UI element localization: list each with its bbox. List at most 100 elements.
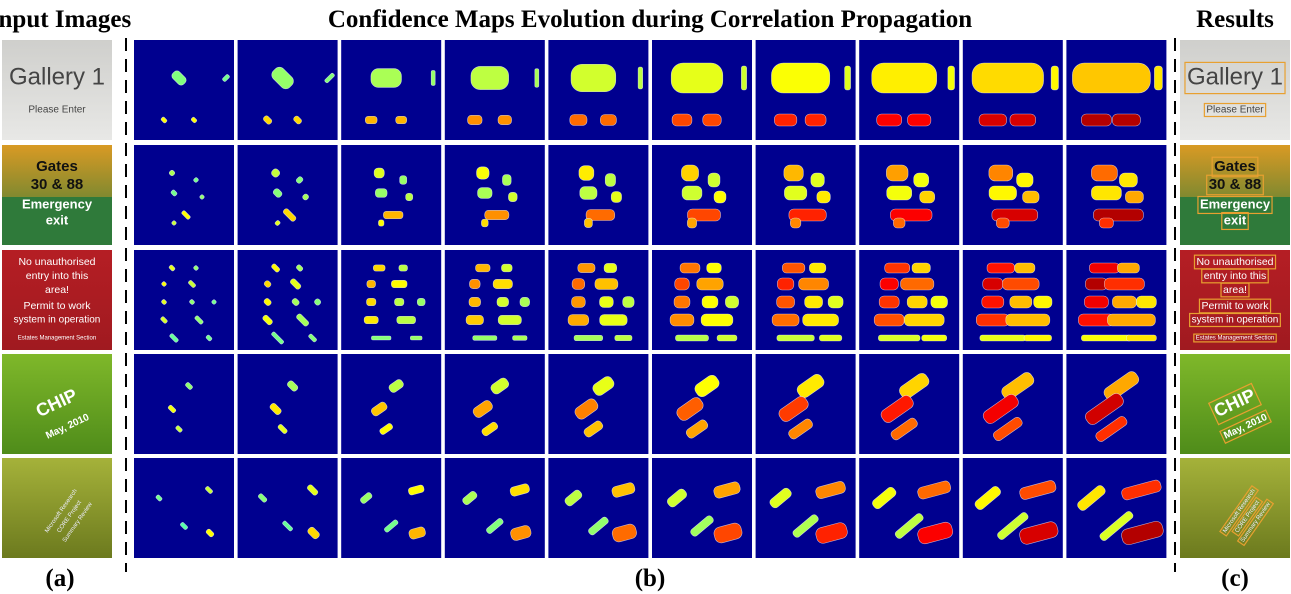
confidence-blob bbox=[986, 262, 1015, 274]
confidence-blob bbox=[512, 335, 528, 341]
confidence-blob bbox=[588, 516, 609, 536]
confidence-blob bbox=[1112, 295, 1137, 309]
confidence-blob bbox=[1014, 262, 1036, 274]
confidence-blob bbox=[579, 186, 598, 200]
confidence-blob bbox=[287, 380, 299, 392]
confidence-map bbox=[341, 145, 442, 245]
confidence-blob bbox=[707, 172, 721, 188]
confidence-blob bbox=[271, 263, 280, 273]
confidence-blob bbox=[383, 210, 404, 220]
confidence-blob bbox=[871, 62, 937, 94]
confidence-blob bbox=[222, 74, 230, 82]
detection-box bbox=[1206, 174, 1264, 196]
map-bg bbox=[134, 250, 234, 350]
confidence-blob bbox=[600, 114, 617, 126]
map-bg bbox=[859, 458, 960, 558]
image-text: Gallery 1 bbox=[1187, 63, 1283, 90]
confidence-blob bbox=[578, 165, 595, 181]
confidence-map bbox=[341, 250, 442, 350]
confidence-blob bbox=[307, 526, 320, 540]
confidence-blob bbox=[713, 522, 743, 544]
confidence-blob bbox=[674, 277, 690, 291]
confidence-blob bbox=[408, 484, 425, 496]
confidence-blob bbox=[302, 193, 309, 201]
confidence-blob bbox=[1081, 334, 1132, 342]
confidence-blob bbox=[501, 263, 513, 273]
confidence-map bbox=[652, 250, 752, 350]
confidence-blob bbox=[282, 520, 293, 532]
confidence-blob bbox=[577, 263, 596, 273]
confidence-blob bbox=[971, 62, 1044, 94]
confidence-blob bbox=[384, 519, 399, 533]
confidence-map bbox=[1066, 145, 1167, 245]
confidence-blob bbox=[687, 217, 697, 229]
map-bg bbox=[134, 354, 234, 454]
map-bg bbox=[341, 458, 442, 558]
confidence-blob bbox=[193, 265, 199, 271]
image-text: Please Enter bbox=[28, 105, 86, 116]
confidence-blob bbox=[205, 334, 213, 342]
detection-box bbox=[1211, 156, 1259, 178]
confidence-blob bbox=[373, 264, 386, 272]
confidence-blob bbox=[611, 523, 637, 543]
confidence-blob bbox=[769, 487, 792, 509]
confidence-map bbox=[1066, 354, 1167, 454]
confidence-blob bbox=[771, 313, 800, 327]
confidence-blob bbox=[1085, 393, 1124, 425]
confidence-blob bbox=[701, 295, 719, 309]
confidence-blob bbox=[1121, 520, 1164, 546]
confidence-map bbox=[755, 145, 856, 245]
confidence-blob bbox=[1084, 295, 1109, 309]
confidence-blob bbox=[810, 172, 825, 188]
confidence-blob bbox=[378, 219, 385, 227]
confidence-blob bbox=[917, 521, 954, 545]
confidence-blob bbox=[272, 188, 283, 198]
confidence-blob bbox=[161, 299, 167, 305]
confidence-blob bbox=[399, 175, 408, 185]
confidence-map bbox=[1066, 458, 1167, 558]
confidence-blob bbox=[1091, 185, 1122, 201]
map-bg bbox=[237, 250, 338, 350]
confidence-blob bbox=[884, 262, 910, 274]
confidence-blob bbox=[777, 277, 795, 291]
confidence-blob bbox=[690, 515, 714, 537]
confidence-blob bbox=[573, 334, 604, 342]
confidence-blob bbox=[160, 116, 168, 124]
confidence-blob bbox=[1154, 65, 1163, 91]
confidence-blob bbox=[604, 173, 616, 187]
confidence-blob bbox=[771, 62, 831, 94]
confidence-blob bbox=[258, 493, 268, 503]
confidence-map bbox=[548, 250, 649, 350]
confidence-blob bbox=[819, 334, 843, 342]
confidence-blob bbox=[379, 423, 393, 435]
confidence-blob bbox=[481, 218, 489, 228]
confidence-map bbox=[962, 458, 1063, 558]
confidence-blob bbox=[930, 295, 948, 309]
detection-box bbox=[1207, 382, 1263, 426]
confidence-blob bbox=[583, 420, 604, 438]
confidence-blob bbox=[193, 177, 199, 183]
confidence-blob bbox=[373, 167, 385, 179]
confidence-blob bbox=[844, 65, 851, 91]
confidence-map bbox=[444, 458, 545, 558]
confidence-map bbox=[859, 250, 960, 350]
confidence-blob bbox=[917, 480, 952, 500]
confidence-blob bbox=[802, 313, 839, 327]
caption: (c) bbox=[1221, 565, 1249, 592]
confidence-map bbox=[134, 250, 234, 350]
confidence-blob bbox=[809, 262, 827, 274]
confidence-blob bbox=[878, 295, 900, 309]
confidence-blob bbox=[1107, 313, 1156, 327]
confidence-blob bbox=[508, 192, 518, 202]
confidence-blob bbox=[570, 63, 617, 93]
confidence-map bbox=[548, 145, 649, 245]
confidence-blob bbox=[687, 208, 721, 222]
confidence-blob bbox=[394, 297, 405, 307]
image-text: Gallery 1 bbox=[9, 63, 105, 90]
confidence-blob bbox=[594, 278, 619, 290]
confidence-blob bbox=[370, 68, 402, 88]
confidence-blob bbox=[567, 314, 590, 326]
confidence-map bbox=[237, 354, 338, 454]
